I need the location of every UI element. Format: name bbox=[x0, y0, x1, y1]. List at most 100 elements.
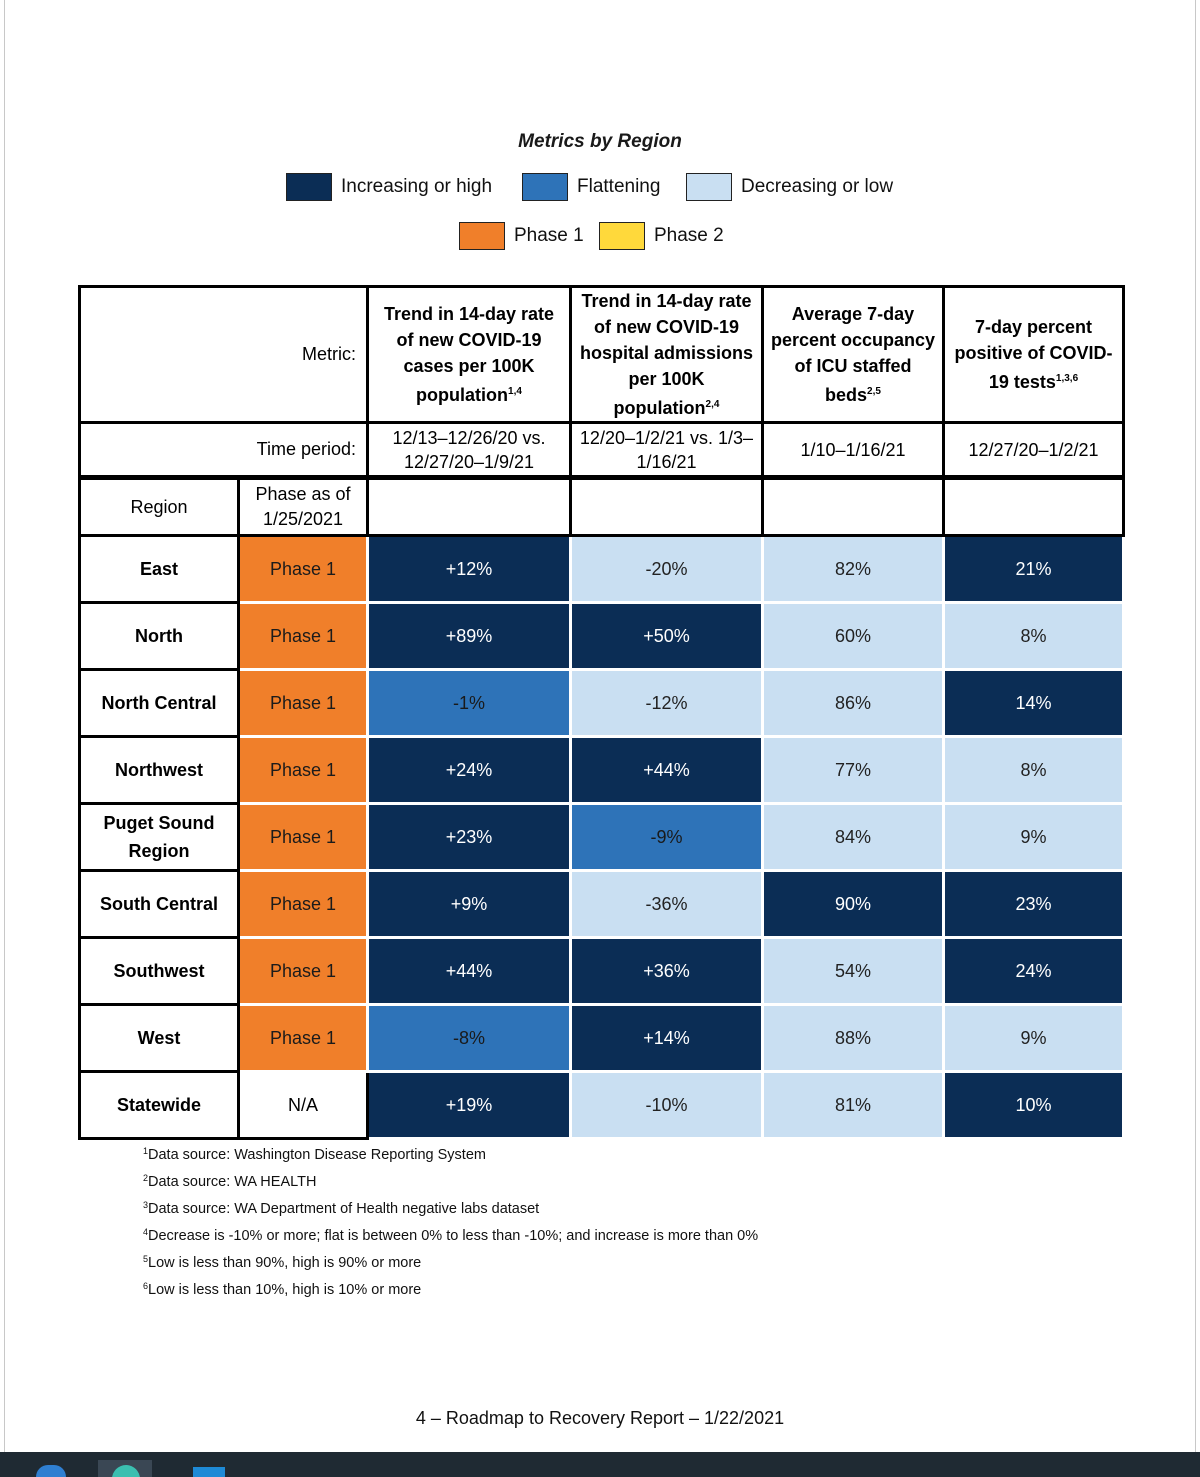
column-footnote-ref: 2,5 bbox=[867, 386, 881, 397]
empty-header-cell bbox=[761, 475, 945, 537]
metric-value-cell: 84% bbox=[761, 802, 945, 872]
metric-value-cell: 10% bbox=[942, 1070, 1125, 1140]
metric-value-cell: -10% bbox=[569, 1070, 764, 1140]
region-name: North bbox=[78, 601, 240, 671]
region-header: Region bbox=[78, 475, 240, 537]
phase-cell: Phase 1 bbox=[237, 802, 369, 872]
legend-decreasing: Decreasing or low bbox=[686, 173, 893, 201]
footnote: 1Data source: Washington Disease Reporti… bbox=[143, 1140, 758, 1167]
metric-value-cell: 23% bbox=[942, 869, 1125, 939]
chrome-icon-glyph bbox=[112, 1465, 140, 1477]
footnote: 3Data source: WA Department of Health ne… bbox=[143, 1194, 758, 1221]
legend-label-phase2: Phase 2 bbox=[654, 225, 724, 246]
metric-value-cell: +14% bbox=[569, 1003, 764, 1073]
legend-swatch-increasing bbox=[286, 173, 332, 201]
metric-value-cell: 24% bbox=[942, 936, 1125, 1006]
footnote-text: Low is less than 90%, high is 90% or mor… bbox=[148, 1255, 422, 1271]
legend-phase1: Phase 1 bbox=[459, 222, 584, 250]
metric-value-cell: 8% bbox=[942, 601, 1125, 671]
table-row: North Central Phase 1 -1% -12% 86% 14% bbox=[78, 668, 1125, 738]
metric-value-cell: +36% bbox=[569, 936, 764, 1006]
region-name: North Central bbox=[78, 668, 240, 738]
metric-value-cell: +23% bbox=[366, 802, 572, 872]
phase-cell: Phase 1 bbox=[237, 534, 369, 604]
time-period: 1/10–1/16/21 bbox=[761, 421, 945, 479]
taskbar bbox=[0, 1452, 1200, 1477]
footnote-text: Data source: Washington Disease Reportin… bbox=[148, 1147, 486, 1163]
time-period: 12/13–12/26/20 vs. 12/27/20–1/9/21 bbox=[366, 421, 572, 479]
table-row: Southwest Phase 1 +44% +36% 54% 24% bbox=[78, 936, 1125, 1006]
column-header: Average 7-day percent occupancy of ICU s… bbox=[761, 285, 945, 424]
footnote-text: Data source: WA Department of Health neg… bbox=[148, 1201, 540, 1217]
legend-label-decreasing: Decreasing or low bbox=[741, 176, 894, 197]
column-title: 7-day percent positive of COVID-19 tests bbox=[954, 317, 1113, 392]
legend-swatch-phase2 bbox=[599, 222, 645, 250]
phase-cell: Phase 1 bbox=[237, 869, 369, 939]
region-name: East bbox=[78, 534, 240, 604]
footnotes: 1Data source: Washington Disease Reporti… bbox=[143, 1140, 758, 1302]
footnote-text: Data source: WA HEALTH bbox=[148, 1174, 317, 1190]
column-header: Trend in 14-day rate of new COVID-19 cas… bbox=[366, 285, 572, 424]
metric-value-cell: 81% bbox=[761, 1070, 945, 1140]
region-name: Statewide bbox=[78, 1070, 240, 1140]
metric-value-cell: -8% bbox=[366, 1003, 572, 1073]
region-name: West bbox=[78, 1003, 240, 1073]
chrome-icon[interactable] bbox=[98, 1460, 152, 1477]
metric-value-cell: +44% bbox=[569, 735, 764, 805]
metric-value-cell: +12% bbox=[366, 534, 572, 604]
footnote-number: 3 bbox=[143, 1200, 149, 1210]
legend-increasing: Increasing or high bbox=[286, 173, 492, 201]
legend-phase2: Phase 2 bbox=[599, 222, 724, 250]
metrics-table: Metric: Trend in 14-day rate of new COVI… bbox=[78, 285, 1125, 1140]
metric-value-cell: +50% bbox=[569, 601, 764, 671]
metric-value-cell: +9% bbox=[366, 869, 572, 939]
legend-swatch-phase1 bbox=[459, 222, 505, 250]
footnote: 5Low is less than 90%, high is 90% or mo… bbox=[143, 1248, 758, 1275]
column-footnote-ref: 1,3,6 bbox=[1055, 373, 1079, 384]
region-name: South Central bbox=[78, 869, 240, 939]
legend-label-flattening: Flattening bbox=[577, 176, 661, 197]
table-row: Puget Sound Region Phase 1 +23% -9% 84% 9% bbox=[78, 802, 1125, 872]
metric-value-cell: 88% bbox=[761, 1003, 945, 1073]
footnote-number: 5 bbox=[143, 1254, 149, 1264]
metric-value-cell: -9% bbox=[569, 802, 764, 872]
region-name: Northwest bbox=[78, 735, 240, 805]
page-footer: 4 – Roadmap to Recovery Report – 1/22/20… bbox=[415, 1408, 785, 1428]
edge-icon[interactable] bbox=[36, 1465, 66, 1477]
table-row: Statewide N/A +19% -10% 81% 10% bbox=[78, 1070, 1125, 1140]
footnote: 2Data source: WA HEALTH bbox=[143, 1167, 758, 1194]
footnote-number: 6 bbox=[143, 1281, 149, 1291]
table-body: East Phase 1 +12% -20% 82% 21% North Phase 1 +89… bbox=[78, 534, 1125, 1140]
metric-value-cell: 54% bbox=[761, 936, 945, 1006]
metric-value-cell: 60% bbox=[761, 601, 945, 671]
footnote-text: Decrease is -10% or more; flat is betwee… bbox=[148, 1228, 759, 1244]
metric-value-cell: 9% bbox=[942, 1003, 1125, 1073]
table-row: East Phase 1 +12% -20% 82% 21% bbox=[78, 534, 1125, 604]
chart-title: Metrics by Region bbox=[518, 131, 682, 152]
footnote-text: Low is less than 10%, high is 10% or mor… bbox=[148, 1282, 422, 1298]
metric-value-cell: 86% bbox=[761, 668, 945, 738]
app-icon[interactable] bbox=[193, 1467, 225, 1477]
table-row: North Phase 1 +89% +50% 60% 8% bbox=[78, 601, 1125, 671]
phase-cell: Phase 1 bbox=[237, 601, 369, 671]
metric-value-cell: 82% bbox=[761, 534, 945, 604]
empty-header-cell bbox=[569, 475, 764, 537]
column-title: Trend in 14-day rate of new COVID-19 hos… bbox=[579, 291, 754, 418]
column-header: 7-day percent positive of COVID-19 tests… bbox=[942, 285, 1125, 424]
metric-value-cell: +44% bbox=[366, 936, 572, 1006]
phase-cell: Phase 1 bbox=[237, 1003, 369, 1073]
page-edge-right bbox=[1195, 0, 1196, 1452]
metric-value-cell: +89% bbox=[366, 601, 572, 671]
region-name: Southwest bbox=[78, 936, 240, 1006]
time-period-row: Time period: 12/13–12/26/20 vs. 12/27/20… bbox=[78, 421, 1125, 479]
table-row: Northwest Phase 1 +24% +44% 77% 8% bbox=[78, 735, 1125, 805]
metric-value-cell: 9% bbox=[942, 802, 1125, 872]
time-period: 12/20–1/2/21 vs. 1/3–1/16/21 bbox=[569, 421, 764, 479]
time-period-label: Time period: bbox=[78, 421, 369, 479]
metric-value-cell: -36% bbox=[569, 869, 764, 939]
metric-value-cell: 8% bbox=[942, 735, 1125, 805]
page-edge-left bbox=[4, 0, 5, 1452]
legend-label-increasing: Increasing or high bbox=[341, 176, 493, 197]
footnote-number: 2 bbox=[143, 1173, 149, 1183]
